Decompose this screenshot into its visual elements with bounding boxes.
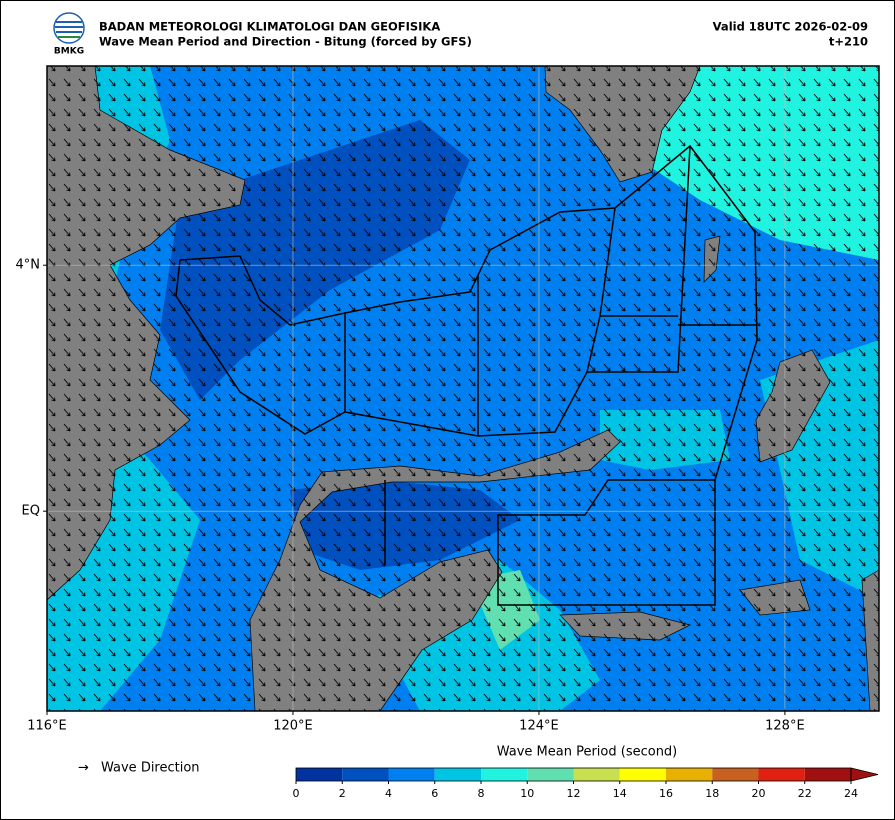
colorbar-bin <box>434 768 481 781</box>
colorbar-bin <box>666 768 713 781</box>
legend-arrow: → <box>78 761 89 776</box>
colorbar-bin <box>527 768 574 781</box>
colorbar-tick-label: 24 <box>844 787 858 800</box>
colorbar-title: Wave Mean Period (second) <box>497 745 678 760</box>
colorbar-tick-label: 20 <box>752 787 766 800</box>
colorbar-tick-label: 18 <box>705 787 719 800</box>
x-tick-label: 128°E <box>765 719 805 734</box>
x-tick-label: 120°E <box>273 719 313 734</box>
logo: BMKG <box>53 12 85 57</box>
map-frame <box>46 65 880 712</box>
colorbar-bin <box>296 768 343 781</box>
colorbar-bin <box>758 768 805 781</box>
colorbar-tick-label: 0 <box>293 787 300 800</box>
map <box>47 66 879 711</box>
colorbar-bin <box>573 768 620 781</box>
legend-label: Wave Direction <box>101 761 200 776</box>
logo-text: BMKG <box>54 47 84 57</box>
colorbar-tick-label: 4 <box>385 787 392 800</box>
lead-time: t+210 <box>829 35 868 49</box>
colorbar-tick-label: 12 <box>567 787 581 800</box>
x-tick-label: 124°E <box>519 719 559 734</box>
colorbar-bin <box>481 768 528 781</box>
colorbar-tick-label: 14 <box>613 787 627 800</box>
colorbar-bin <box>712 768 759 781</box>
x-tick-label: 116°E <box>27 719 67 734</box>
y-tick-label: EQ <box>22 504 40 519</box>
title: BADAN METEOROLOGI KLIMATOLOGI DAN GEOFIS… <box>99 20 440 34</box>
colorbar-tick-label: 2 <box>339 787 346 800</box>
y-tick-label: 4°N <box>16 258 41 273</box>
colorbar-bin <box>388 768 435 781</box>
valid-time: Valid 18UTC 2026-02-09 <box>713 20 868 34</box>
colorbar-tick-label: 10 <box>520 787 534 800</box>
colorbar-tick-label: 22 <box>798 787 812 800</box>
colorbar-tick-label: 8 <box>478 787 485 800</box>
colorbar-bin <box>804 768 851 781</box>
colorbar-tick-label: 16 <box>659 787 673 800</box>
subtitle: Wave Mean Period and Direction - Bitung … <box>99 35 472 49</box>
colorbar-tick-label: 6 <box>431 787 438 800</box>
colorbar-bin <box>342 768 389 781</box>
colorbar-bin <box>619 768 666 781</box>
